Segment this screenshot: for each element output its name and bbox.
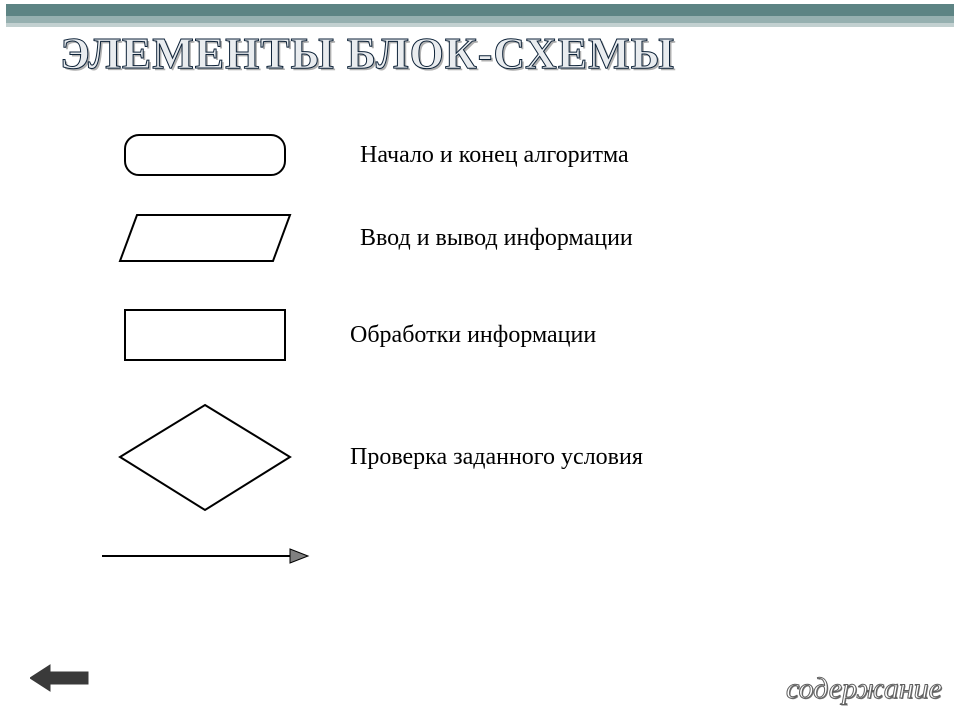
decor-bar-3 — [6, 23, 954, 27]
arrow-shape — [100, 545, 310, 567]
diamond-icon — [115, 400, 295, 515]
rectangle-shape — [110, 305, 300, 365]
diamond-shape — [110, 400, 300, 515]
parallelogram-icon — [115, 210, 295, 266]
terminator-shape — [110, 130, 300, 180]
element-row-flow — [100, 545, 360, 567]
rectangle-icon — [120, 305, 290, 365]
element-row-decision: Проверка заданного условия — [110, 400, 643, 515]
decor-bar-2 — [6, 16, 954, 23]
slide-title: ЭЛЕМЕНТЫ БЛОК-СХЕМЫ — [60, 28, 675, 79]
terminator-label: Начало и конец алгоритма — [360, 142, 629, 169]
back-button[interactable] — [30, 663, 90, 698]
decision-label: Проверка заданного условия — [350, 444, 643, 471]
io-label: Ввод и вывод информации — [360, 225, 633, 252]
process-label: Обработки информации — [350, 322, 596, 349]
terminator-icon — [120, 130, 290, 180]
contents-link[interactable]: содержание — [786, 672, 942, 706]
parallelogram-shape — [110, 210, 300, 266]
element-row-io: Ввод и вывод информации — [110, 210, 633, 266]
decor-bar-1 — [6, 4, 954, 16]
element-row-terminator: Начало и конец алгоритма — [110, 130, 629, 180]
arrow-right-icon — [100, 545, 310, 567]
arrow-left-icon — [30, 663, 90, 693]
element-row-process: Обработки информации — [110, 305, 596, 365]
slide: ЭЛЕМЕНТЫ БЛОК-СХЕМЫ Начало и конец алгор… — [0, 0, 960, 720]
